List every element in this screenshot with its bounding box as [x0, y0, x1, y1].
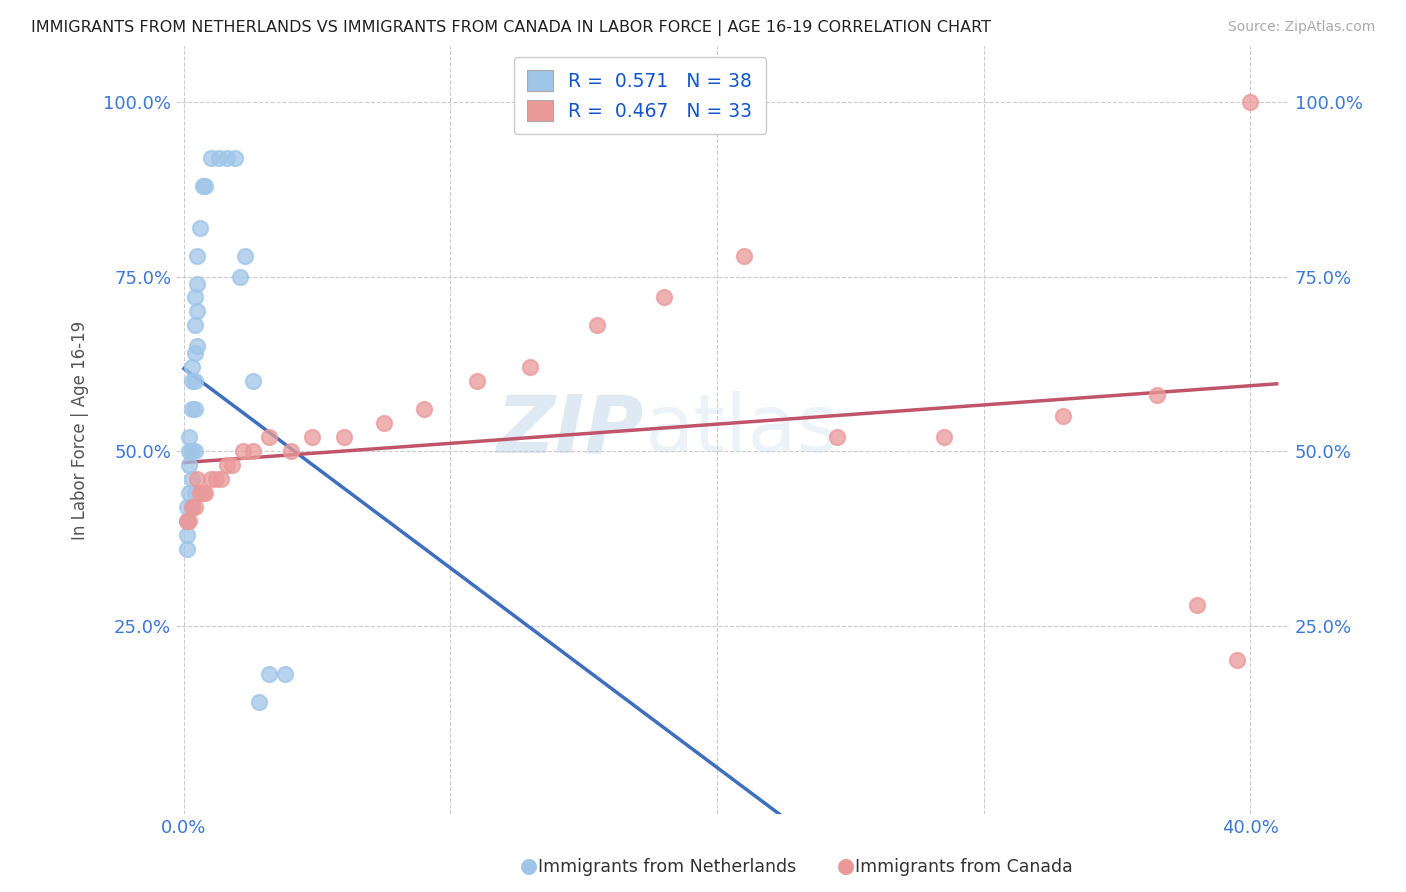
Point — [733, 249, 755, 263]
Point — [194, 178, 217, 193]
Point — [183, 318, 205, 333]
Point — [259, 667, 281, 681]
Point — [207, 151, 229, 165]
Point — [188, 486, 211, 500]
Point — [176, 500, 198, 514]
Point — [247, 695, 270, 709]
Point — [242, 374, 264, 388]
Point — [176, 541, 198, 556]
Point — [183, 500, 205, 514]
Point — [215, 458, 238, 472]
Point — [181, 402, 204, 417]
Point — [186, 277, 208, 291]
Point — [183, 346, 205, 360]
Point — [932, 430, 955, 444]
Point — [194, 486, 217, 500]
Text: ●: ● — [837, 856, 855, 876]
Point — [186, 472, 208, 486]
Point — [1146, 388, 1168, 402]
Point — [232, 444, 254, 458]
Point — [259, 430, 281, 444]
Point — [586, 318, 609, 333]
Point — [179, 514, 201, 528]
Point — [1226, 653, 1249, 667]
Point — [280, 444, 302, 458]
Text: Immigrants from Netherlands: Immigrants from Netherlands — [538, 858, 797, 876]
Point — [176, 514, 198, 528]
Point — [373, 416, 395, 430]
Point — [179, 444, 201, 458]
Point — [412, 402, 434, 417]
Point — [519, 360, 541, 375]
Point — [181, 374, 204, 388]
Point — [179, 430, 201, 444]
Point — [176, 514, 198, 528]
Text: atlas: atlas — [644, 391, 838, 469]
Point — [179, 486, 201, 500]
Text: ●: ● — [520, 856, 538, 876]
Point — [215, 151, 238, 165]
Point — [333, 430, 356, 444]
Point — [179, 458, 201, 472]
Point — [191, 178, 214, 193]
Point — [181, 360, 204, 375]
Text: Source: ZipAtlas.com: Source: ZipAtlas.com — [1227, 20, 1375, 34]
Point — [181, 500, 204, 514]
Point — [186, 249, 208, 263]
Point — [181, 500, 204, 514]
Point — [200, 151, 222, 165]
Point — [183, 402, 205, 417]
Point — [301, 430, 323, 444]
Point — [205, 472, 228, 486]
Point — [183, 444, 205, 458]
Point — [188, 220, 211, 235]
Y-axis label: In Labor Force | Age 16-19: In Labor Force | Age 16-19 — [72, 320, 89, 540]
Point — [209, 472, 232, 486]
Point — [176, 528, 198, 542]
Point — [181, 472, 204, 486]
Legend: R =  0.571   N = 38, R =  0.467   N = 33: R = 0.571 N = 38, R = 0.467 N = 33 — [515, 57, 765, 134]
Text: ZIP: ZIP — [496, 391, 644, 469]
Point — [191, 486, 214, 500]
Point — [224, 151, 246, 165]
Point — [183, 486, 205, 500]
Point — [200, 472, 222, 486]
Text: IMMIGRANTS FROM NETHERLANDS VS IMMIGRANTS FROM CANADA IN LABOR FORCE | AGE 16-19: IMMIGRANTS FROM NETHERLANDS VS IMMIGRANT… — [31, 20, 991, 36]
Point — [242, 444, 264, 458]
Point — [221, 458, 243, 472]
Point — [1239, 95, 1261, 109]
Point — [465, 374, 488, 388]
Point — [229, 269, 252, 284]
Point — [825, 430, 848, 444]
Point — [1052, 409, 1074, 424]
Point — [186, 339, 208, 353]
Point — [652, 291, 675, 305]
Point — [233, 249, 256, 263]
Point — [183, 374, 205, 388]
Point — [183, 291, 205, 305]
Point — [274, 667, 297, 681]
Point — [186, 304, 208, 318]
Point — [1185, 598, 1208, 612]
Text: Immigrants from Canada: Immigrants from Canada — [855, 858, 1073, 876]
Point — [181, 444, 204, 458]
